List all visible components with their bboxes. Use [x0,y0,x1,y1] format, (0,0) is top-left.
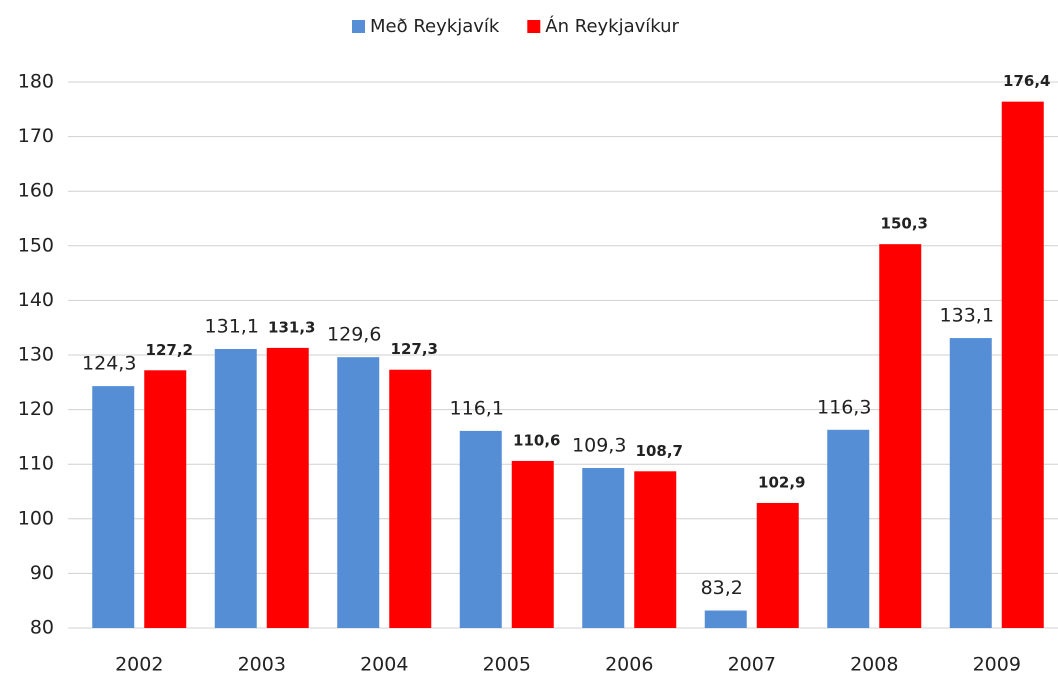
x-tick-label: 2006 [605,654,653,676]
bar [92,386,135,628]
x-tick-label: 2004 [360,654,408,676]
data-label: 124,3 [82,353,136,375]
y-tick-label: 170 [18,125,54,147]
y-tick-label: 80 [30,617,54,639]
x-tick-label: 2009 [973,654,1021,676]
data-label: 131,3 [268,318,315,336]
x-tick-label: 2007 [728,654,776,676]
y-tick-label: 110 [18,453,54,475]
data-label: 127,3 [391,340,438,358]
legend-swatch [527,20,541,33]
bar [459,430,502,628]
data-label: 116,1 [450,397,504,419]
data-label: 127,2 [146,341,193,359]
x-tick-label: 2008 [850,654,898,676]
bar [756,502,799,628]
y-tick-label: 120 [18,398,54,420]
bar [949,338,992,628]
bar [634,471,677,628]
x-tick-label: 2002 [115,654,163,676]
legend-label: Með Reykjavík [370,16,500,37]
y-tick-label: 140 [18,289,54,311]
y-tick-label: 130 [18,344,54,366]
bar [582,468,625,628]
bar [337,357,380,628]
data-label: 110,6 [513,431,560,449]
bar [144,370,187,628]
y-tick-label: 100 [18,507,54,529]
data-label: 133,1 [940,305,994,327]
bar [879,244,922,629]
bar [389,369,432,628]
data-label: 129,6 [327,324,381,346]
data-label: 109,3 [572,435,626,457]
y-tick-label: 90 [30,562,54,584]
data-label: 108,7 [636,442,683,460]
bar [827,429,870,628]
bar [511,460,554,628]
x-tick-label: 2005 [483,654,531,676]
x-tick-label: 2003 [238,654,286,676]
data-label: 83,2 [701,577,743,599]
y-tick-label: 180 [18,71,54,93]
data-label: 150,3 [881,215,928,233]
data-label: 116,3 [817,396,871,418]
legend-swatch [352,20,365,33]
y-tick-label: 150 [18,234,54,256]
data-label: 102,9 [758,473,805,491]
bar [214,348,257,628]
bar [704,610,747,628]
legend-label: Án Reykjavíkur [545,15,679,37]
bar [1001,101,1044,628]
y-tick-label: 160 [18,180,54,202]
bar [266,347,309,628]
data-label: 131,1 [205,315,259,337]
data-label: 176,4 [1003,72,1050,90]
